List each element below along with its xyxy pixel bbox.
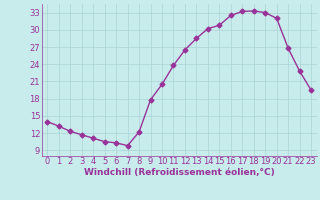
- X-axis label: Windchill (Refroidissement éolien,°C): Windchill (Refroidissement éolien,°C): [84, 168, 275, 177]
